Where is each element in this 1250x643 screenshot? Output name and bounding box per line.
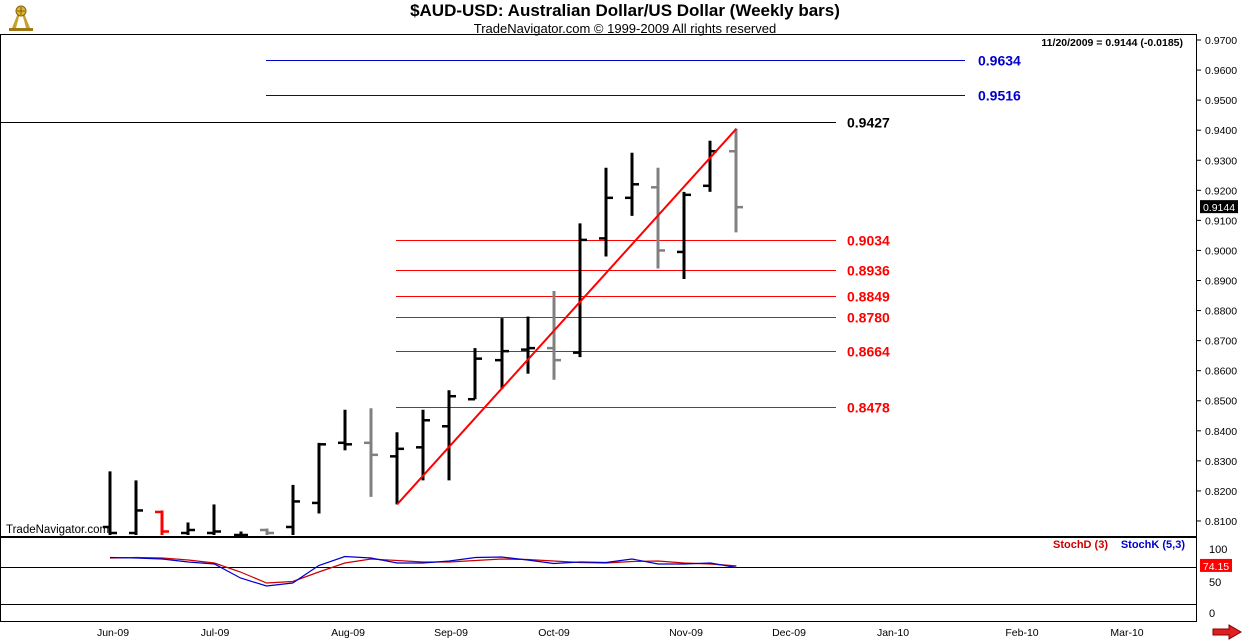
ohlc-bar [234,531,248,537]
last-price-label: 0.9144 [1203,202,1235,214]
price-tick-label: 0.9000 [1205,245,1237,257]
ohlc-bar [573,223,587,358]
price-tick-label: 0.8200 [1205,486,1237,498]
ohlc-bar [364,408,378,497]
ohlc-bar [155,510,169,535]
level-label: 0.9034 [847,233,890,249]
stoch-last-value-label: 74.15 [1203,561,1229,573]
price-bars [103,128,743,537]
price-tick-label: 0.8500 [1205,396,1237,408]
ohlc-bar [260,528,274,535]
ohlc-bar [651,167,665,269]
ohlc-bar [390,432,404,505]
time-tick-label: Mar-10 [1110,627,1143,639]
stoch-tick-label: 0 [1209,608,1215,620]
price-tick-label: 0.8400 [1205,426,1237,438]
fibonacci-levels: 0.9634 0.9516 0.9427 0.9034 0.8936 0.8849 0.87… [0,53,1021,416]
price-tick-label: 0.9500 [1205,95,1237,107]
stoch-d-line [109,556,737,584]
price-tick-label: 0.9100 [1205,215,1237,227]
price-tick-label: 0.9600 [1205,65,1237,77]
ohlc-bar [181,522,195,535]
price-axis-ticks: 0.8100 0.8200 0.8300 0.8400 0.8500 0.8600 0.87… [1197,35,1238,528]
trade-navigator-logo-icon[interactable] [6,3,36,33]
ohlc-bar [703,140,717,192]
price-tick-label: 0.8600 [1205,366,1237,378]
ohlc-bar [599,167,613,257]
stochastic-panel: 100 50 0 74.15 [1,544,1232,620]
time-tick-label: Aug-09 [331,627,365,639]
level-label: 0.9634 [978,53,1021,69]
ohlc-bar [338,409,352,451]
time-tick-label: Jan-10 [877,627,909,639]
quote-readout: 11/20/2009 = 0.9144 (-0.0185) [1041,37,1183,49]
price-tick-label: 0.9300 [1205,155,1237,167]
stoch-k-label: StochK (5,3) [1121,539,1186,551]
stoch-tick-label: 50 [1209,577,1221,589]
level-label: 0.8849 [847,289,890,305]
stoch-tick-label: 100 [1209,544,1227,556]
time-tick-label: Dec-09 [772,627,806,639]
level-label: 0.8780 [847,310,890,326]
price-tick-label: 0.8900 [1205,275,1237,287]
ohlc-bar [521,316,535,374]
ohlc-bar [468,348,482,401]
ohlc-bar [442,390,456,481]
ohlc-bar [677,191,691,279]
level-label: 0.8478 [847,400,890,416]
chart-subtitle: TradeNavigator.com © 1999-2009 All right… [473,21,777,36]
price-tick-label: 0.8800 [1205,306,1237,318]
price-tick-label: 0.8300 [1205,456,1237,468]
price-tick-label: 0.9400 [1205,125,1237,137]
ohlc-bar [729,128,743,233]
stoch-k-line [109,555,737,587]
stoch-panel-frame [0,537,1197,622]
ohlc-bar [625,152,639,216]
price-tick-label: 0.8700 [1205,336,1237,348]
stoch-last-value-box [1200,558,1232,572]
ohlc-bar [207,504,221,535]
time-tick-label: Jul-09 [201,627,230,639]
ohlc-bar [495,318,509,389]
ohlc-bar [103,471,117,535]
price-tick-label: 0.9200 [1205,185,1237,197]
time-tick-label: Jun-09 [97,627,129,639]
chart-title: $AUD-USD: Australian Dollar/US Dollar (W… [410,1,840,20]
time-axis: Jun-09 Jul-09 Aug-09 Sep-09 Oct-09 Nov-09 Dec-… [97,627,1144,639]
ohlc-bar [312,442,326,514]
scroll-right-arrow-icon[interactable] [1212,624,1242,640]
stoch-d-label: StochD (3) [1053,539,1108,551]
trendline [396,128,738,506]
ohlc-bar [547,291,561,380]
level-label: 0.8664 [847,344,890,360]
level-label: 0.9427 [847,115,890,131]
price-tick-label: 0.8100 [1205,516,1237,528]
trendline-segment [396,128,738,506]
price-tick-label: 0.9700 [1205,35,1237,47]
level-label: 0.9516 [978,88,1021,104]
last-price-box [1200,200,1238,214]
watermark: TradeNavigator.com [6,524,109,536]
price-panel-frame [0,34,1197,537]
time-tick-label: Oct-09 [538,627,570,639]
ohlc-bar [286,484,300,535]
ohlc-bar [416,409,430,481]
time-tick-label: Feb-10 [1005,627,1038,639]
time-tick-label: Sep-09 [434,627,468,639]
ohlc-bar [129,480,143,535]
level-label: 0.8936 [847,263,890,279]
time-tick-label: Nov-09 [669,627,703,639]
